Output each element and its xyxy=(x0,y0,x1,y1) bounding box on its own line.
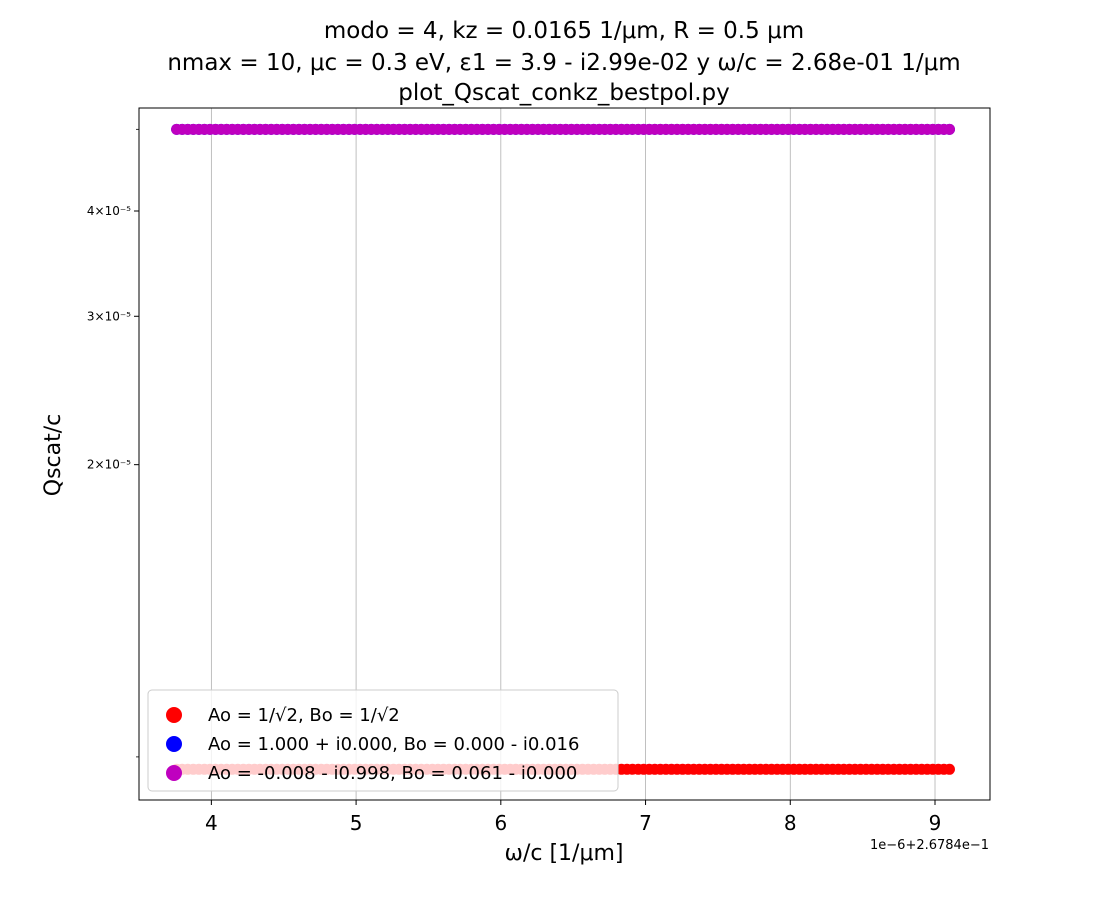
legend-entry: Ao = 1/√2, Bo = 1/√2 xyxy=(166,705,400,726)
plot-area-frame xyxy=(138,107,991,801)
legend-label: Ao = 1/√2, Bo = 1/√2 xyxy=(208,705,400,726)
title-line-1: modo = 4, kz = 0.0165 1/μm, R = 0.5 μm xyxy=(324,18,804,44)
title-line-3: plot_Qscat_conkz_bestpol.py xyxy=(398,80,729,106)
x-axis-label: ω/c [1/μm] xyxy=(505,841,624,866)
legend-label: Ao = -0.008 - i0.998, Bo = 0.061 - i0.00… xyxy=(208,763,577,784)
legend-entry: Ao = 1.000 + i0.000, Bo = 0.000 - i0.016 xyxy=(166,734,579,755)
legend-marker xyxy=(166,707,182,723)
x-axis-ticks: 4 5 6 7 8 9 xyxy=(205,800,941,835)
legend-entry: Ao = -0.008 - i0.998, Bo = 0.061 - i0.00… xyxy=(166,763,577,784)
x-tick-label: 4 xyxy=(205,811,218,835)
data-series xyxy=(171,123,955,775)
y-axis-ticks: 4×10⁻⁵ 3×10⁻⁵ 2×10⁻⁵ xyxy=(87,128,139,758)
legend-marker xyxy=(166,736,182,752)
chart-title: modo = 4, kz = 0.0165 1/μm, R = 0.5 μm n… xyxy=(167,18,960,106)
x-axis-offset-label: 1e−6+2.6784e−1 xyxy=(870,838,989,853)
title-line-2: nmax = 10, μc = 0.3 eV, ε1 = 3.9 - i2.99… xyxy=(167,50,960,76)
y-tick-label: 4×10⁻⁵ xyxy=(87,204,131,218)
y-tick-label: 3×10⁻⁵ xyxy=(87,309,131,323)
y-tick-label: 2×10⁻⁵ xyxy=(87,458,131,472)
series-3 xyxy=(171,123,955,135)
data-point xyxy=(943,123,955,135)
x-tick-label: 6 xyxy=(494,811,507,835)
y-axis-label: Qscat/c xyxy=(41,414,66,497)
legend-label: Ao = 1.000 + i0.000, Bo = 0.000 - i0.016 xyxy=(208,734,579,755)
legend: Ao = 1/√2, Bo = 1/√2 Ao = 1.000 + i0.000,… xyxy=(147,689,619,792)
grid xyxy=(210,108,936,800)
x-tick-label: 7 xyxy=(639,811,652,835)
x-tick-label: 8 xyxy=(784,811,797,835)
legend-marker xyxy=(166,765,182,781)
x-tick-label: 5 xyxy=(350,811,363,835)
data-point xyxy=(943,763,955,775)
x-tick-label: 9 xyxy=(929,811,942,835)
legend-box xyxy=(147,689,619,792)
